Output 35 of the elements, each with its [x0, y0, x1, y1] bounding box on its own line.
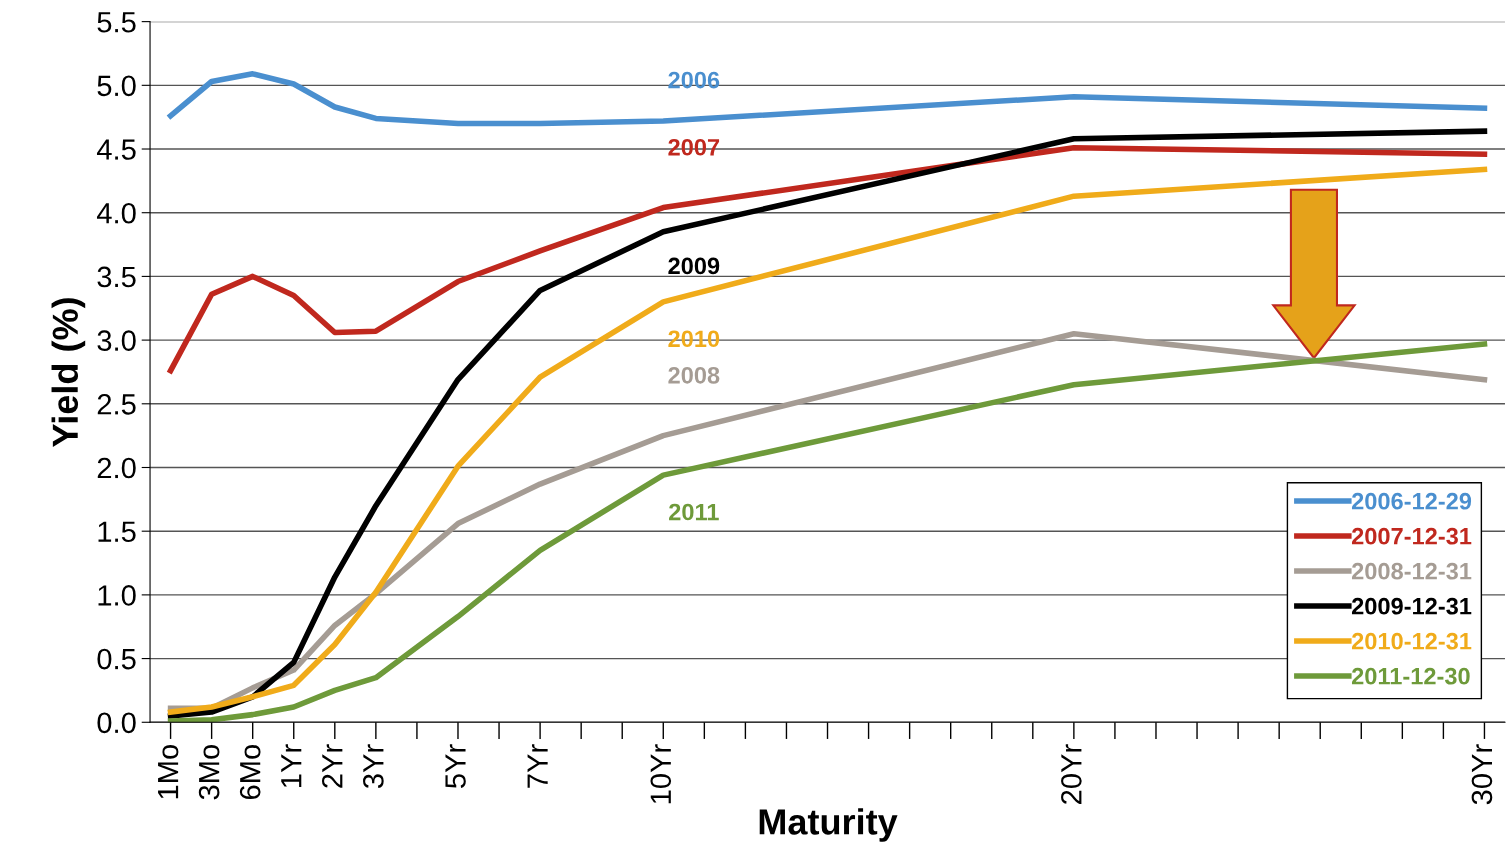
x-tick-label: 10Yr: [650, 744, 672, 804]
legend-label: 2007-12-31: [1351, 527, 1472, 545]
legend-label: 2010-12-31: [1351, 632, 1472, 650]
annotation: 2006: [668, 71, 720, 89]
y-tick-label: 5.0: [97, 75, 136, 97]
x-tick-label: 2Yr: [321, 744, 343, 788]
x-tick-label: 1Yr: [281, 744, 302, 787]
y-tick-label: 1.5: [98, 521, 136, 543]
x-axis-title: Maturity: [759, 808, 898, 842]
x-tick-label: 1Mo: [158, 745, 179, 799]
y-tick-label: 3.0: [97, 330, 136, 351]
y-tick-label: 0.0: [97, 712, 136, 734]
y-tick-label: 1.0: [98, 585, 136, 606]
annotation: 2008: [668, 366, 720, 384]
y-tick-label: 0.5: [97, 648, 136, 670]
y-tick-label: 2.0: [97, 457, 136, 479]
y-axis-title: Yield (%): [51, 298, 86, 447]
x-tick-label: 5Yr: [445, 744, 466, 789]
legend-label: 2009-12-31: [1351, 597, 1472, 615]
y-tick-label: 2.5: [97, 394, 136, 415]
x-tick-label: 3Yr: [363, 744, 384, 789]
x-tick-label: 3Mo: [198, 745, 220, 800]
y-tick-label: 4.0: [96, 202, 136, 224]
y-tick-label: 3.5: [97, 266, 136, 288]
annotation: 2009: [668, 257, 720, 275]
x-tick-label: 20Yr: [1061, 744, 1082, 804]
x-tick-label: 6Mo: [239, 745, 261, 800]
x-tick-label: 7Yr: [527, 744, 548, 788]
annotation: 2011: [669, 503, 719, 521]
y-tick-label: 4.5: [96, 139, 136, 160]
legend-label: 2006-12-29: [1351, 492, 1472, 510]
y-tick-label: 5.5: [97, 12, 136, 33]
x-tick-label: 30Yr: [1471, 744, 1493, 805]
legend-label: 2008-12-31: [1351, 562, 1472, 580]
legend-label: 2011-12-30: [1351, 667, 1470, 685]
